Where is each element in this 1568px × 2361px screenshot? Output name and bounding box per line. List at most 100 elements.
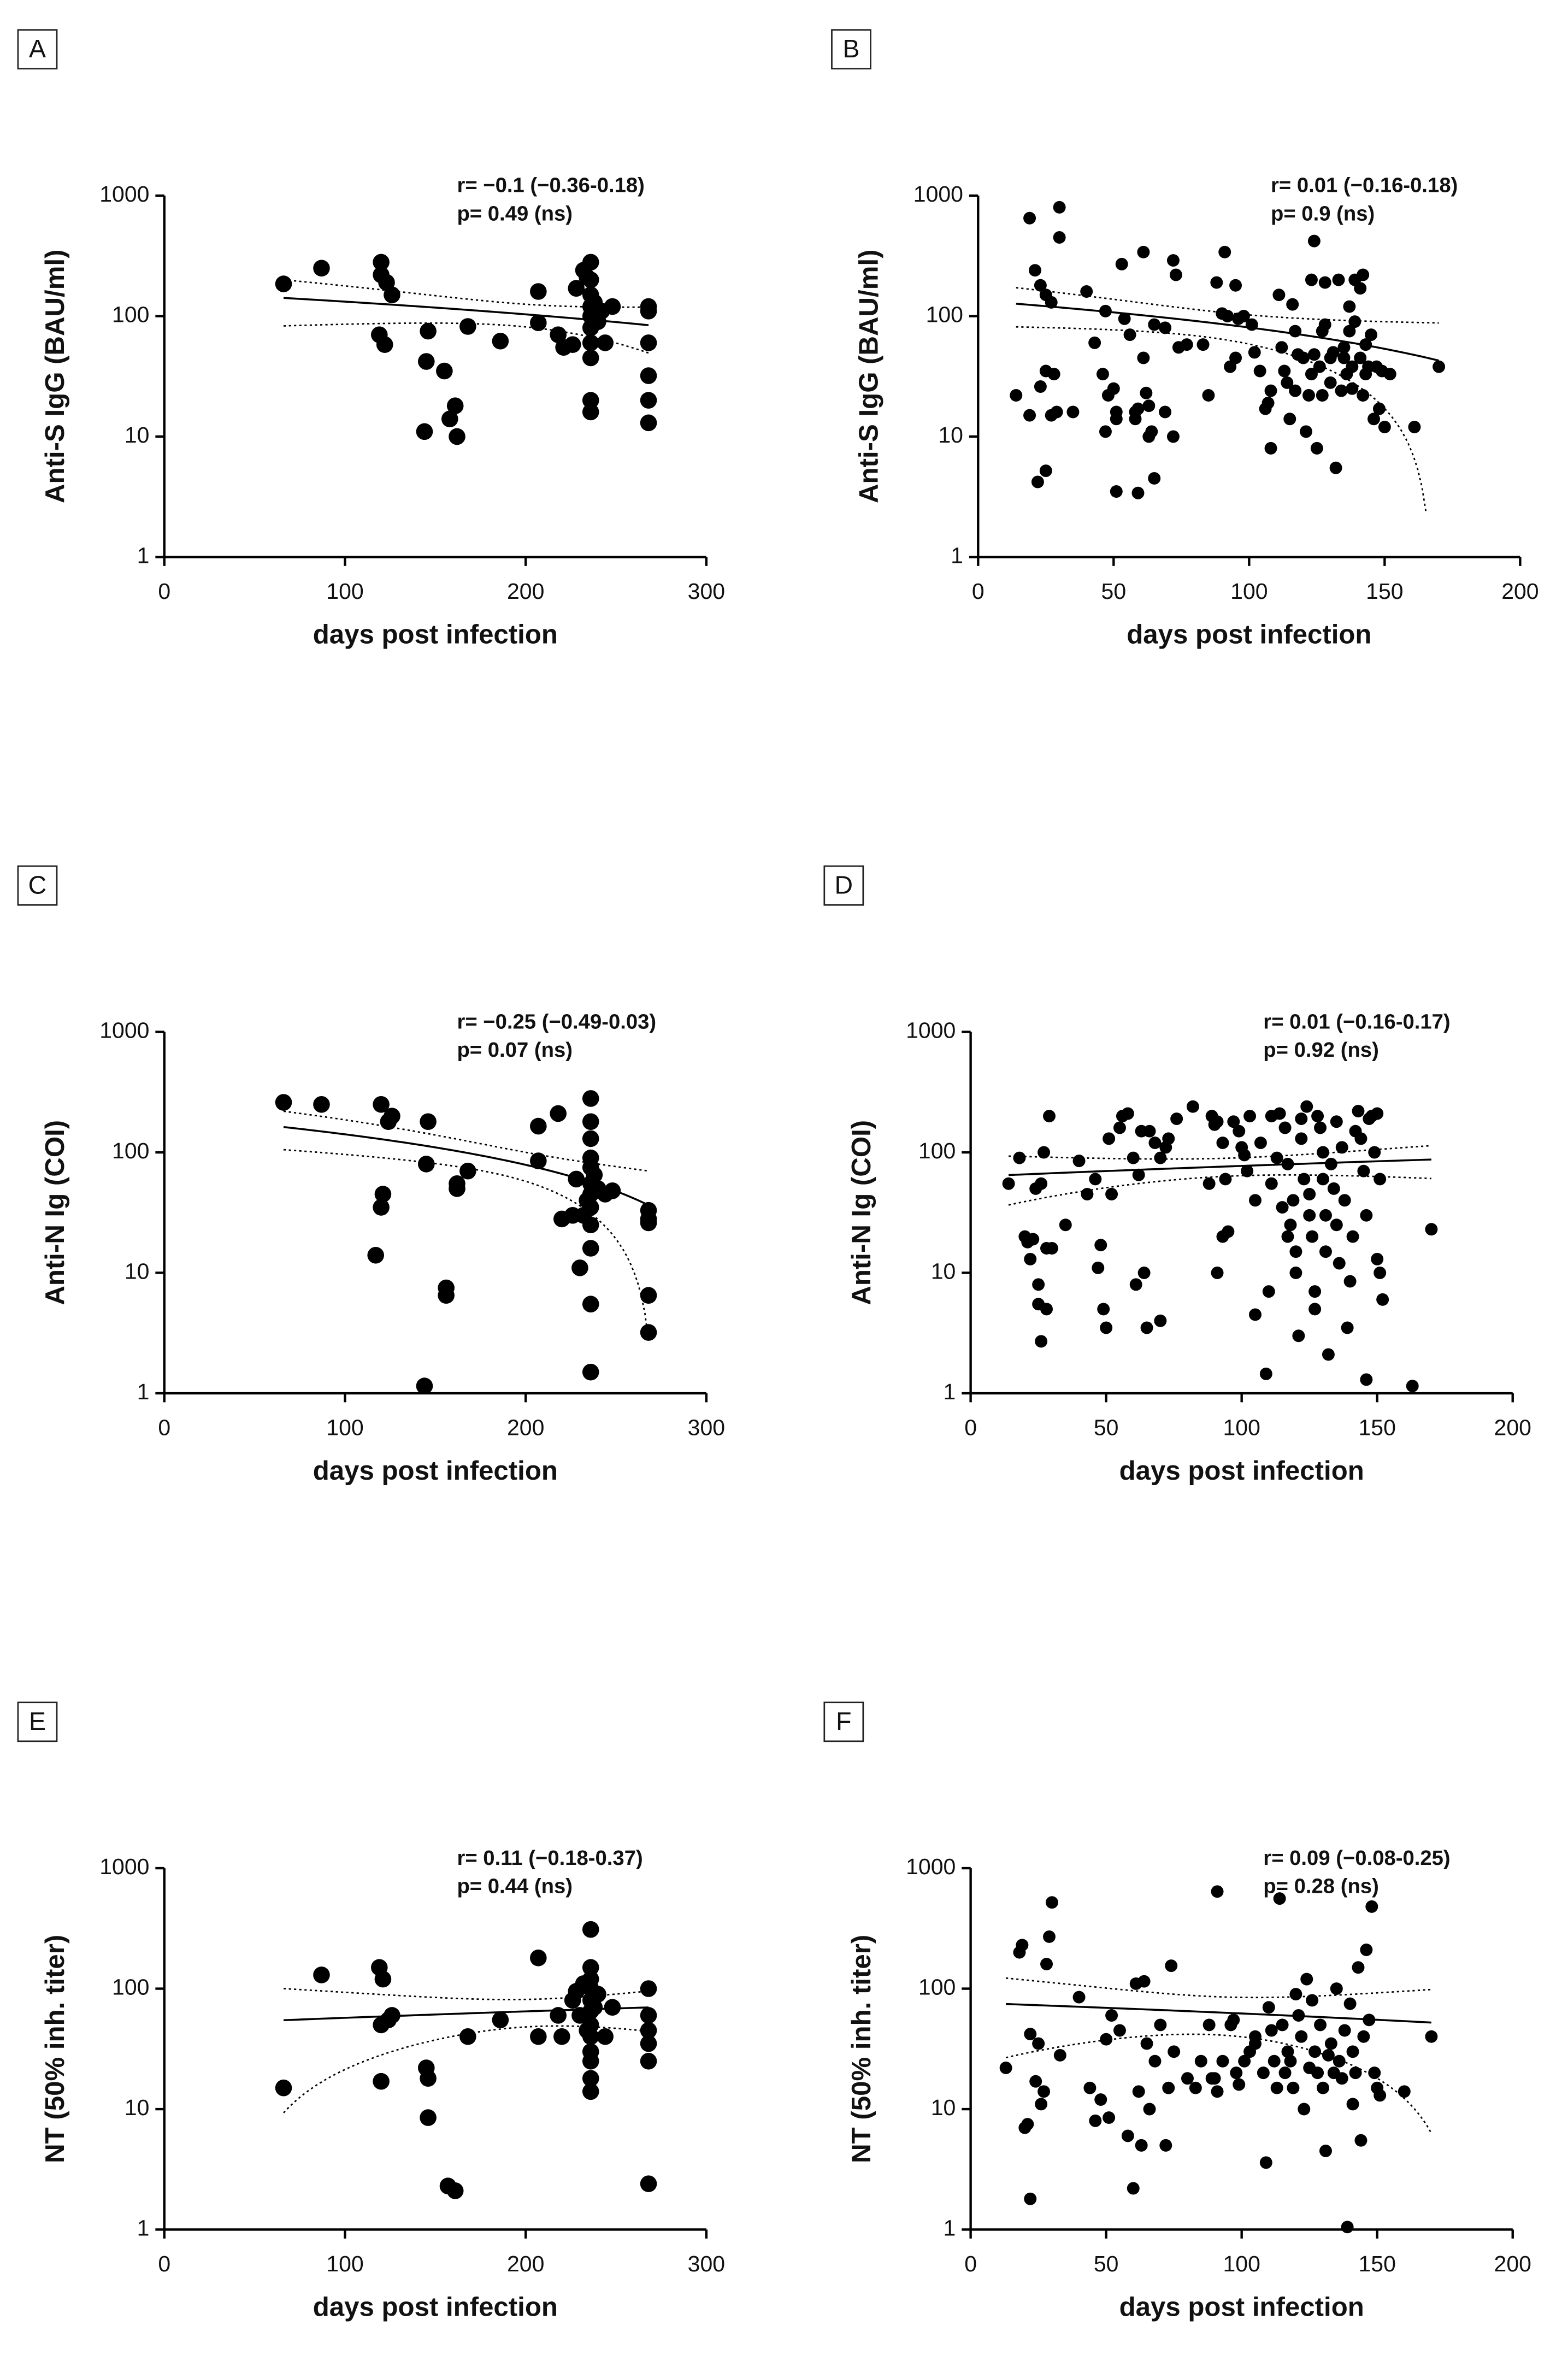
data-point [1023,211,1036,225]
y-axis-label: NT (50% inh. titer) [40,1935,70,2163]
data-point [640,2022,657,2039]
annotation: p= 0.92 (ns) [1263,1038,1379,1062]
data-point [1310,441,1323,455]
data-point [1233,2078,1246,2091]
data-point [597,2028,614,2045]
panel-label-box [17,865,58,906]
y-tick-label: 1 [944,1379,956,1404]
data-point [417,353,435,370]
data-point [571,1259,588,1276]
data-point [640,367,657,384]
data-point [582,1921,599,1938]
data-point [1238,1149,1251,1162]
data-point [1249,1194,1262,1207]
data-point [1159,405,1172,419]
data-point [1318,276,1331,289]
data-point [1433,360,1446,373]
data-point [582,1216,599,1234]
data-point [1107,382,1120,395]
y-axis-label: Anti-N Ig (COI) [846,1120,876,1305]
data-point [1259,2156,1272,2169]
y-tick-label: 10 [125,1258,150,1283]
data-point [1346,2045,1359,2058]
data-point [1354,282,1367,295]
panel: A 1 10 100 1000 0 100 200 300 days post infection… [17,29,725,649]
ci-lower [283,322,649,354]
data-point [1010,388,1023,402]
data-point [1329,461,1342,474]
data-point [1040,1303,1053,1316]
data-point [1289,325,1302,338]
data-point [1357,268,1370,281]
fit-line [283,2006,649,2022]
ci-lower [283,2025,649,2113]
data-point [1308,2045,1322,2058]
y-tick-label: 100 [112,1138,149,1163]
data-point [1253,364,1266,378]
data-point [1368,2066,1381,2080]
data-point [640,2035,657,2052]
data-point [1262,1285,1275,1298]
data-point [1123,328,1136,342]
data-point [1211,1115,1224,1128]
annotation: p= 0.49 (ns) [457,202,573,226]
data-point [1241,1164,1254,1177]
data-point [1371,1107,1384,1120]
data-point [1243,1110,1257,1123]
x-tick-label: 0 [964,1415,977,1440]
data-point [1170,1112,1183,1126]
data-point [1045,1242,1058,1255]
data-point [1265,1177,1278,1190]
data-point [1113,2024,1126,2037]
data-point [313,1966,330,1983]
data-point [1289,384,1302,397]
data-point [313,1096,330,1113]
data-point [459,2028,476,2045]
data-point [449,428,465,445]
data-point [1115,257,1128,270]
data-point [1398,2085,1411,2098]
data-point [1268,2054,1281,2068]
data-point [1024,2028,1037,2041]
data-point [1135,2139,1148,2152]
data-point [1283,413,1296,426]
data-point [1354,1132,1367,1145]
data-point [582,2028,599,2045]
data-point [416,423,433,440]
data-point [1354,351,1367,364]
y-tick-label: 10 [125,2095,150,2120]
data-point [582,2083,599,2100]
data-point [1229,279,1242,292]
data-point [590,1986,606,2003]
panel-label: D [835,871,853,899]
data-point [374,1186,392,1203]
data-point [1311,1110,1324,1123]
fit-line [283,1126,649,1206]
data-point [1330,1982,1343,1995]
data-point [1143,2103,1156,2116]
data-point [1162,2081,1175,2094]
data-point [1270,1151,1283,1164]
data-point [1237,310,1250,322]
data-point [1081,1188,1094,1200]
data-point [1221,310,1234,322]
data-point [1159,2139,1172,2152]
data-point [1352,1961,1365,1974]
ci-lower [1005,2033,1433,2134]
data-point [1233,1124,1246,1138]
data-point [586,1999,603,2016]
data-point [438,1287,455,1304]
data-point [1327,1182,1340,1195]
data-point [1035,1177,1048,1190]
data-point [582,1199,599,1216]
data-point [1357,388,1370,402]
data-point [373,2073,390,2090]
data-point [1148,2054,1162,2068]
data-point [1276,1201,1289,1214]
x-tick-label: 0 [972,579,985,604]
data-point [1202,2018,1216,2032]
data-point [1273,1892,1286,1905]
data-point [1278,1121,1292,1134]
data-point [1032,2037,1045,2050]
